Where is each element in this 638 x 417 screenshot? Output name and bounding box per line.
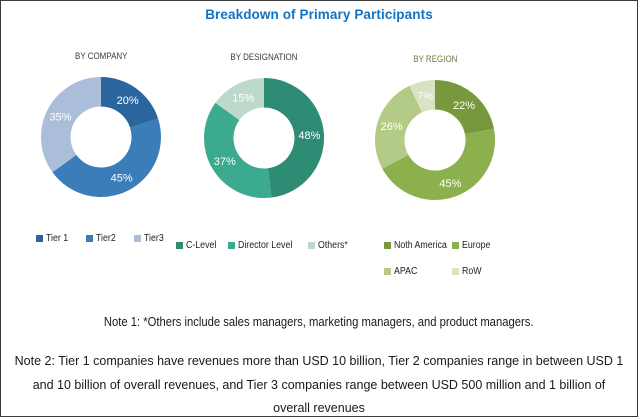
donut-segment-tier2 bbox=[52, 118, 161, 197]
legend-item-c-level: C-Level bbox=[175, 240, 220, 251]
donut-chart-by-company: 20% 45% 35% bbox=[40, 77, 161, 197]
slice-label-tier3: 35% bbox=[49, 111, 71, 123]
legend-label-others: Others* bbox=[318, 240, 348, 251]
legend-swatch-row bbox=[452, 268, 459, 275]
donut-segment-c-level bbox=[264, 77, 325, 198]
chart-title: BY COMPANY bbox=[74, 51, 128, 62]
legend-swatch-europe bbox=[452, 242, 459, 249]
legend-label-director-level: Director Level bbox=[238, 240, 293, 251]
slice-label-others: 15% bbox=[232, 93, 254, 105]
legend-label-tier-1: Tier 1 bbox=[45, 233, 69, 244]
note-1: Note 1: *Others include sales managers, … bbox=[1, 315, 637, 329]
slice-label-c-level: 48% bbox=[298, 130, 320, 142]
legend-swatch-apac bbox=[384, 268, 391, 275]
legend-item-noth-america: Noth America bbox=[384, 240, 452, 251]
legend-label-tier3: Tier3 bbox=[143, 233, 164, 244]
legend-item-director-level: Director Level bbox=[228, 240, 300, 251]
donut-segment-europe bbox=[382, 128, 496, 201]
note-1-text: Note 1: *Others include sales managers, … bbox=[104, 315, 534, 329]
note-2: Note 2: Tier 1 companies have revenues m… bbox=[14, 354, 624, 415]
page-title: Breakdown of Primary Participants bbox=[205, 7, 433, 22]
slice-label-tier-1: 20% bbox=[117, 95, 139, 107]
legend-item-others: Others* bbox=[308, 240, 352, 251]
legend-item-tier-1: Tier 1 bbox=[35, 233, 71, 244]
donut-chart-by-designation: 48% 37% 15% bbox=[203, 77, 325, 199]
donut-segment-row bbox=[409, 80, 435, 113]
legend-swatch-tier-1 bbox=[35, 235, 43, 242]
donut-segment-others bbox=[215, 78, 264, 121]
legend-label-row: RoW bbox=[462, 266, 482, 277]
slice-label-europe: 45% bbox=[439, 178, 461, 190]
legend-label-apac: APAC bbox=[394, 266, 418, 277]
slice-label-noth-america: 22% bbox=[453, 100, 475, 112]
legend-swatch-tier2 bbox=[86, 235, 94, 242]
legend-label-tier2: Tier2 bbox=[96, 233, 116, 244]
chart-by-region: BY REGION 22% 45% 26% 7% Noth America Europe… bbox=[340, 54, 530, 277]
donut-segment-tier3 bbox=[40, 77, 101, 173]
slice-label-tier2: 45% bbox=[111, 173, 133, 185]
donut-segment-noth-america bbox=[435, 80, 494, 135]
donut-segment-director-level bbox=[203, 102, 272, 199]
legend-swatch-noth-america bbox=[384, 242, 391, 249]
legend-swatch-tier3 bbox=[133, 235, 141, 242]
slice-label-row: 7% bbox=[417, 91, 433, 103]
legend-swatch-others bbox=[308, 242, 316, 249]
chart-by-company: BY COMPANY 20% 45% 35% Tier 1 Tier2 Tier3 bbox=[6, 51, 196, 244]
legend-label-c-level: C-Level bbox=[185, 240, 217, 251]
chart-title: BY DESIGNATION bbox=[230, 52, 298, 63]
legend-by-designation: C-Level Director Level Others* bbox=[169, 240, 359, 251]
legend-item-tier3: Tier3 bbox=[133, 233, 166, 244]
chart-title-wrap: BY DESIGNATION bbox=[169, 52, 359, 65]
slice-label-apac: 26% bbox=[381, 121, 403, 133]
legend-item-apac: APAC bbox=[384, 266, 452, 277]
donut-segment-tier-1 bbox=[101, 77, 159, 128]
legend-label-noth-america: Noth America bbox=[394, 240, 447, 251]
chart-by-designation: BY DESIGNATION 48% 37% 15% C-Level Director… bbox=[169, 52, 359, 251]
chart-title-wrap: BY REGION bbox=[340, 54, 530, 67]
chart-title-wrap: BY COMPANY bbox=[6, 51, 196, 64]
legend-item-tier2: Tier2 bbox=[86, 233, 118, 244]
legend-swatch-c-level bbox=[175, 242, 183, 249]
donut-chart-by-region: 22% 45% 26% 7% bbox=[374, 80, 496, 201]
chart-title: BY REGION bbox=[412, 54, 458, 65]
legend-by-company: Tier 1 Tier2 Tier3 bbox=[6, 233, 196, 244]
legend-item-europe: Europe bbox=[452, 240, 514, 251]
donut-segment-apac bbox=[374, 85, 423, 169]
slice-label-director-level: 37% bbox=[214, 156, 236, 168]
legend-by-region: Noth America Europe APAC RoW bbox=[384, 240, 530, 277]
legend-label-europe: Europe bbox=[462, 240, 491, 251]
legend-swatch-director-level bbox=[228, 242, 236, 249]
legend-item-row: RoW bbox=[452, 266, 514, 277]
